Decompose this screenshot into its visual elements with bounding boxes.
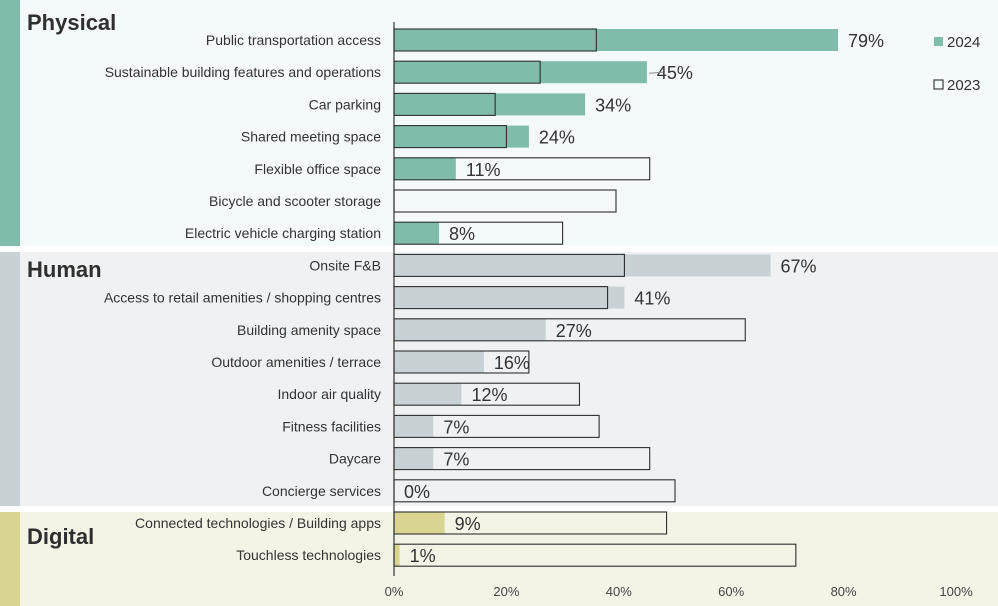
group-stripe-human (0, 252, 20, 506)
legend-label-2024: 2024 (947, 34, 980, 51)
category-label: Car parking (309, 96, 381, 112)
group-stripe-physical (0, 0, 20, 246)
value-label: 7% (443, 417, 469, 437)
bar-2024 (394, 351, 484, 373)
bar-2024 (394, 254, 771, 277)
category-label: Concierge services (262, 483, 381, 499)
category-label: Fitness facilities (282, 418, 381, 434)
group-band-digital (20, 512, 998, 606)
group-title-human: Human (27, 257, 102, 282)
category-labels: Physical Public transportation access Sust… (27, 10, 381, 563)
value-label: 27% (556, 321, 592, 341)
value-label: 11% (466, 160, 501, 180)
x-tick-label: 40% (606, 584, 632, 599)
value-label: 16% (494, 353, 530, 373)
bar-2024 (394, 125, 529, 148)
bar-2024 (394, 415, 434, 438)
category-label: Electric vehicle charging station (185, 225, 381, 241)
category-label: Access to retail amenities / shopping ce… (104, 290, 381, 306)
bar-2024 (394, 383, 462, 406)
x-axis-ticks: 0% 20% 40% 60% 80% 100% (385, 584, 973, 599)
value-label: 67% (781, 256, 817, 276)
legend-label-2023: 2023 (947, 77, 980, 94)
bar-2024 (394, 447, 434, 470)
value-label: 34% (595, 95, 631, 115)
value-label: 8% (449, 224, 475, 244)
value-label: 79% (848, 31, 884, 51)
category-label: Public transportation access (206, 32, 381, 48)
x-tick-label: 100% (939, 584, 973, 599)
bar-2024 (394, 157, 456, 180)
bar-2024 (394, 512, 445, 534)
category-label: Building amenity space (237, 322, 381, 338)
legend-swatch-2023 (933, 79, 944, 90)
category-label: Flexible office space (254, 161, 381, 177)
x-tick-label: 80% (831, 584, 857, 599)
category-label: Shared meeting space (241, 129, 381, 145)
value-label: 7% (443, 450, 469, 470)
bar-2024 (394, 29, 838, 51)
x-tick-label: 20% (493, 584, 519, 599)
category-label: Indoor air quality (277, 386, 381, 402)
category-label: Bicycle and scooter storage (209, 193, 381, 209)
bar-2024 (394, 544, 400, 567)
category-label: Outdoor amenities / terrace (211, 354, 381, 370)
category-label: Onsite F&B (309, 257, 381, 273)
legend-swatch-2024 (934, 37, 943, 46)
category-label: Daycare (329, 451, 381, 467)
bar-2024 (394, 222, 439, 245)
value-label: 0% (404, 482, 430, 502)
value-labels: 79%45%34%24%11%8%67%41%27%16%12%7%7%0%9%… (404, 31, 884, 566)
value-label: 1% (410, 546, 436, 566)
group-title-digital: Digital (27, 524, 94, 549)
x-tick-label: 60% (718, 584, 744, 599)
category-label: Sustainable building features and operat… (105, 64, 381, 80)
group-stripe-digital (0, 512, 20, 606)
x-tick-label: 0% (385, 584, 404, 599)
value-label: 12% (471, 385, 507, 405)
value-label: 24% (539, 128, 575, 148)
bar-2024 (394, 61, 647, 84)
bar-2024 (394, 318, 546, 341)
group-title-physical: Physical (27, 10, 116, 35)
value-label: 45% (657, 63, 693, 83)
category-label: Touchless technologies (236, 547, 381, 563)
category-label: Connected technologies / Building apps (135, 515, 381, 531)
value-label: 9% (455, 514, 481, 534)
bar-2024 (394, 93, 586, 116)
value-label: 41% (634, 289, 670, 309)
legend: 2024 2023 (933, 34, 980, 94)
value-leader-line (648, 71, 664, 74)
bars (393, 28, 838, 567)
bar-2024 (394, 286, 625, 309)
